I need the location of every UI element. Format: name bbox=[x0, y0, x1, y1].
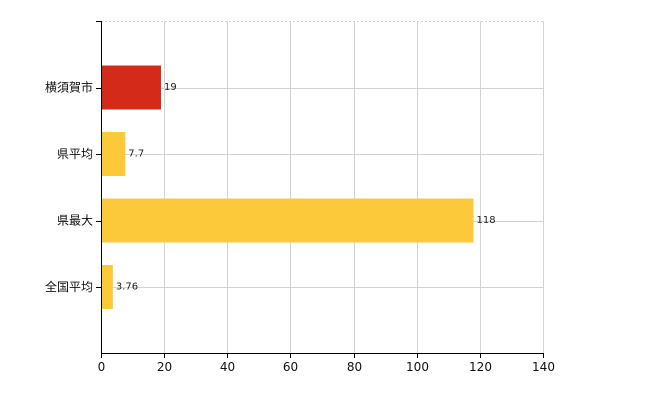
category-label: 県最大 bbox=[57, 214, 93, 228]
x-tick-label: 60 bbox=[283, 360, 298, 374]
x-tick-label: 40 bbox=[220, 360, 235, 374]
bar bbox=[101, 65, 161, 110]
bars bbox=[101, 65, 474, 309]
category-label: 横須賀市 bbox=[45, 80, 93, 95]
value-label: 118 bbox=[477, 215, 496, 226]
grid-lines bbox=[101, 21, 544, 353]
x-tick-label: 120 bbox=[469, 360, 492, 374]
bar bbox=[101, 132, 126, 176]
category-label: 全国平均 bbox=[45, 279, 93, 294]
bar bbox=[101, 198, 474, 243]
x-tick-label: 140 bbox=[532, 360, 555, 374]
x-tick-label: 0 bbox=[98, 360, 106, 374]
x-tick-label: 80 bbox=[347, 360, 362, 374]
axes bbox=[96, 21, 544, 358]
bar bbox=[101, 265, 113, 309]
labels: 19 横須賀市 7.7 県平均 118 県最大 3.76 全国平均 0 20 40 60 80 100 12… bbox=[45, 80, 555, 375]
category-label: 県平均 bbox=[57, 147, 93, 161]
value-label: 7.7 bbox=[128, 149, 144, 160]
value-label: 19 bbox=[164, 82, 177, 93]
x-tick-label: 100 bbox=[406, 360, 429, 374]
value-label: 3.76 bbox=[116, 282, 138, 293]
x-tick-label: 20 bbox=[157, 360, 172, 374]
